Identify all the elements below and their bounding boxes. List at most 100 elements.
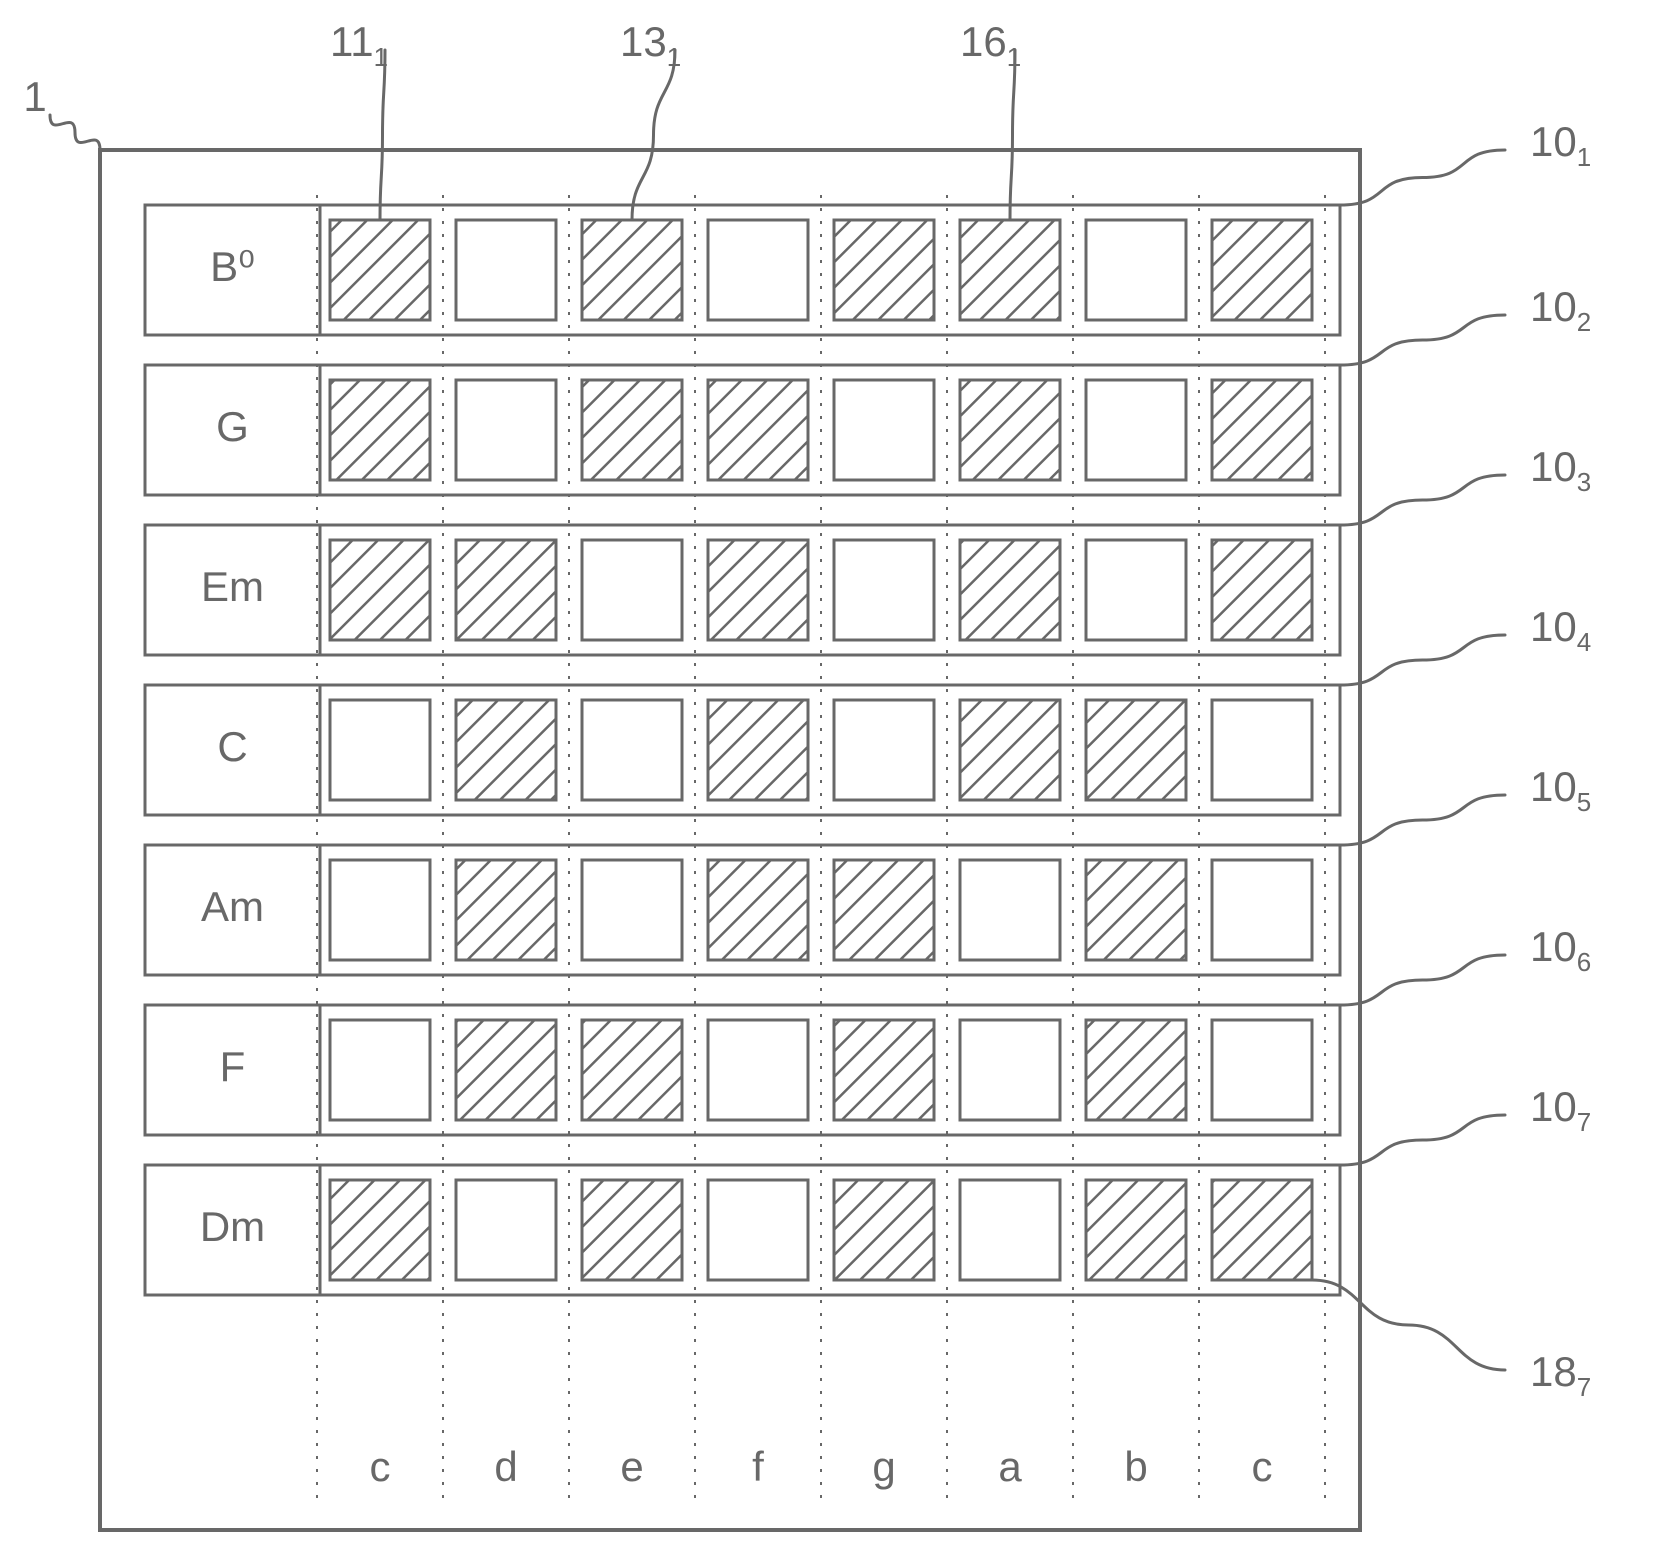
svg-text:107: 107	[1530, 1083, 1591, 1137]
cell-empty	[456, 1180, 556, 1280]
cell-empty	[708, 220, 808, 320]
cell-filled	[834, 1180, 934, 1280]
callout-label: 131	[620, 18, 681, 72]
callout-label: 104	[1530, 603, 1591, 657]
callout-label: 103	[1530, 443, 1591, 497]
callout-leader	[1010, 50, 1015, 220]
chord-row: Em	[145, 525, 1340, 655]
cell-filled	[330, 1180, 430, 1280]
cell-empty	[1086, 220, 1186, 320]
cell-filled	[960, 220, 1060, 320]
callout-label: 161	[960, 18, 1021, 72]
svg-text:131: 131	[620, 18, 681, 72]
cell-filled	[582, 380, 682, 480]
cell-filled	[582, 1020, 682, 1120]
callout-leader	[1340, 955, 1505, 1005]
chord-row: G	[145, 365, 1340, 495]
column-label: c	[370, 1443, 391, 1490]
cell-empty	[834, 540, 934, 640]
callout-label: 102	[1530, 283, 1591, 337]
callout-leader	[1340, 795, 1505, 845]
cell-filled	[1086, 860, 1186, 960]
callout-label: 111	[330, 18, 388, 72]
svg-text:111: 111	[330, 18, 388, 72]
svg-text:104: 104	[1530, 603, 1591, 657]
cell-filled	[330, 540, 430, 640]
cell-filled	[456, 860, 556, 960]
row-label: G	[216, 403, 249, 450]
callout-label: 1	[23, 73, 46, 120]
cell-empty	[582, 700, 682, 800]
cell-filled	[456, 540, 556, 640]
svg-text:105: 105	[1530, 763, 1591, 817]
callout-leader	[1340, 1115, 1505, 1165]
row-label: F	[220, 1043, 246, 1090]
cell-filled	[456, 1020, 556, 1120]
svg-text:102: 102	[1530, 283, 1591, 337]
column-label: c	[1252, 1443, 1273, 1490]
callout-label: 187	[1530, 1348, 1591, 1402]
cell-filled	[1086, 700, 1186, 800]
svg-text:106: 106	[1530, 923, 1591, 977]
chord-row: Dm	[145, 1165, 1340, 1295]
cell-empty	[330, 860, 430, 960]
column-guides	[317, 195, 1325, 1500]
cell-filled	[456, 700, 556, 800]
cell-filled	[582, 1180, 682, 1280]
cell-empty	[330, 1020, 430, 1120]
svg-text:101: 101	[1530, 118, 1591, 172]
cell-empty	[960, 1020, 1060, 1120]
callout-leader	[632, 50, 675, 220]
column-label: a	[998, 1443, 1022, 1490]
cell-empty	[330, 700, 430, 800]
cell-filled	[1212, 540, 1312, 640]
cell-empty	[1212, 1020, 1312, 1120]
cell-filled	[582, 220, 682, 320]
cell-filled	[330, 220, 430, 320]
chord-row: C	[145, 685, 1340, 815]
cell-empty	[708, 1020, 808, 1120]
cell-empty	[834, 700, 934, 800]
callout-leader	[1340, 315, 1505, 365]
cell-empty	[582, 540, 682, 640]
column-label: f	[752, 1443, 764, 1490]
cell-filled	[1086, 1020, 1186, 1120]
svg-text:161: 161	[960, 18, 1021, 72]
cell-empty	[960, 1180, 1060, 1280]
column-label: b	[1124, 1443, 1147, 1490]
cell-empty	[1212, 860, 1312, 960]
cell-filled	[1212, 380, 1312, 480]
cell-filled	[834, 220, 934, 320]
callout-leader	[1340, 475, 1505, 525]
row-label: C	[217, 723, 247, 770]
cell-empty	[456, 380, 556, 480]
cell-filled	[960, 700, 1060, 800]
column-label: e	[620, 1443, 643, 1490]
cell-filled	[834, 1020, 934, 1120]
chord-row: Am	[145, 845, 1340, 975]
row-frame	[145, 205, 1340, 335]
cell-empty	[834, 380, 934, 480]
column-label: d	[494, 1443, 517, 1490]
cell-filled	[708, 540, 808, 640]
cell-filled	[330, 380, 430, 480]
cell-filled	[1212, 220, 1312, 320]
row-label: Am	[201, 883, 264, 930]
cell-empty	[1212, 700, 1312, 800]
callout-label: 101	[1530, 118, 1591, 172]
callout-label: 105	[1530, 763, 1591, 817]
cell-filled	[1212, 1180, 1312, 1280]
svg-text:187: 187	[1530, 1348, 1591, 1402]
cell-filled	[960, 540, 1060, 640]
outer-frame	[100, 150, 1360, 1530]
svg-text:103: 103	[1530, 443, 1591, 497]
callout-leader	[1340, 635, 1505, 685]
callout-leader	[50, 115, 100, 150]
cell-empty	[1086, 380, 1186, 480]
cell-empty	[960, 860, 1060, 960]
cell-empty	[456, 220, 556, 320]
row-label: Dm	[200, 1203, 265, 1250]
cell-filled	[834, 860, 934, 960]
cell-filled	[708, 700, 808, 800]
row-label: Em	[201, 563, 264, 610]
